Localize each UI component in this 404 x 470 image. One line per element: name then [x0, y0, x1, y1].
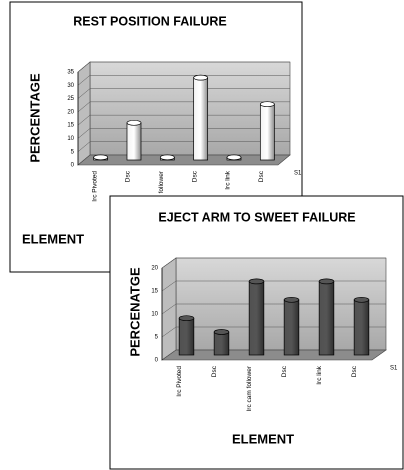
- bar-top: [159, 154, 175, 161]
- bar-top: [283, 296, 300, 303]
- legend-label: S1: [390, 366, 398, 372]
- grid-line: [161, 349, 386, 361]
- grid-line: [77, 114, 290, 126]
- y-axis-label: PERCENATGE: [127, 267, 142, 357]
- grid-line: [77, 61, 290, 73]
- bar-top: [318, 278, 335, 285]
- y-axis-label: PERCENTAGE: [27, 73, 42, 163]
- chart-title: EJECT ARM TO SWEET FAILURE: [158, 210, 355, 224]
- y-tick-label: 20: [67, 109, 74, 115]
- y-tick-label: 30: [67, 83, 74, 89]
- x-tick-label: Irc cam follower: [246, 365, 253, 411]
- bar-top: [93, 154, 109, 161]
- bar-top: [259, 101, 275, 108]
- chart-panel: REST POSITION FAILURE PERCENTAGE ELEMENT 0 5…: [9, 1, 303, 273]
- x-tick-label: Dsc: [351, 365, 358, 377]
- bar-top: [126, 119, 142, 126]
- grid-line: [77, 154, 290, 166]
- x-axis-label: ELEMENT: [232, 431, 294, 446]
- y-tick-label: 5: [71, 149, 75, 155]
- x-tick-label: Irc link: [225, 170, 232, 190]
- bar-shading: [319, 281, 334, 355]
- bar-shading: [260, 104, 275, 160]
- floor: [77, 154, 291, 166]
- x-tick-label: Dsc: [258, 170, 265, 182]
- grid-line: [77, 75, 290, 86]
- x-tick-label: Irc Pivoted: [176, 366, 183, 397]
- y-tick-label: 15: [67, 123, 74, 129]
- x-tick-label: Irc link: [316, 365, 323, 385]
- y-tick-label: 25: [67, 96, 74, 102]
- x-tick-label: Dsc: [191, 170, 198, 182]
- chart-title: REST POSITION FAILURE: [73, 14, 227, 28]
- grid-line: [161, 326, 386, 338]
- y-tick-label: 15: [151, 289, 158, 295]
- x-tick-label: Dsc: [211, 365, 218, 377]
- grid-line: [161, 257, 386, 269]
- bar-shading: [354, 299, 369, 355]
- chart-panel: EJECT ARM TO SWEET FAILURE PERCENATGE ELEM…: [109, 195, 404, 470]
- bar-shading: [193, 77, 208, 160]
- bar-top: [226, 154, 242, 161]
- grid-line: [77, 128, 290, 139]
- y-tick-label: 0: [71, 163, 75, 169]
- bar-shading: [179, 318, 194, 355]
- x-axis-label: ELEMENT: [22, 231, 84, 246]
- bar-shading: [284, 299, 299, 355]
- grid-line: [77, 88, 290, 99]
- grid-line: [161, 303, 386, 315]
- bar-top: [178, 315, 195, 322]
- y-tick-label: 5: [155, 335, 159, 341]
- y-tick-label: 20: [151, 266, 158, 272]
- x-tick-label: Irc cam follower: [158, 170, 165, 216]
- y-tick-label: 10: [151, 312, 158, 318]
- side-wall: [77, 61, 91, 166]
- bar-shading: [214, 332, 229, 355]
- bar-shading: [127, 122, 141, 160]
- grid-line: [77, 141, 290, 152]
- x-tick-label: Irc Pivoted: [91, 171, 98, 202]
- bar-top: [353, 296, 370, 303]
- bar-top: [193, 74, 209, 81]
- x-tick-label: Dsc: [281, 365, 288, 377]
- y-tick-label: 0: [155, 358, 159, 364]
- y-tick-label: 10: [67, 136, 74, 142]
- y-tick-label: 35: [67, 70, 74, 76]
- x-tick-label: Dsc: [125, 170, 132, 182]
- bar-shading: [249, 281, 264, 355]
- legend-label: S1: [294, 171, 302, 177]
- bar-top: [248, 278, 265, 285]
- floor: [161, 349, 387, 361]
- grid-line: [161, 280, 386, 292]
- bar-top: [213, 329, 230, 335]
- grid-line: [77, 101, 290, 113]
